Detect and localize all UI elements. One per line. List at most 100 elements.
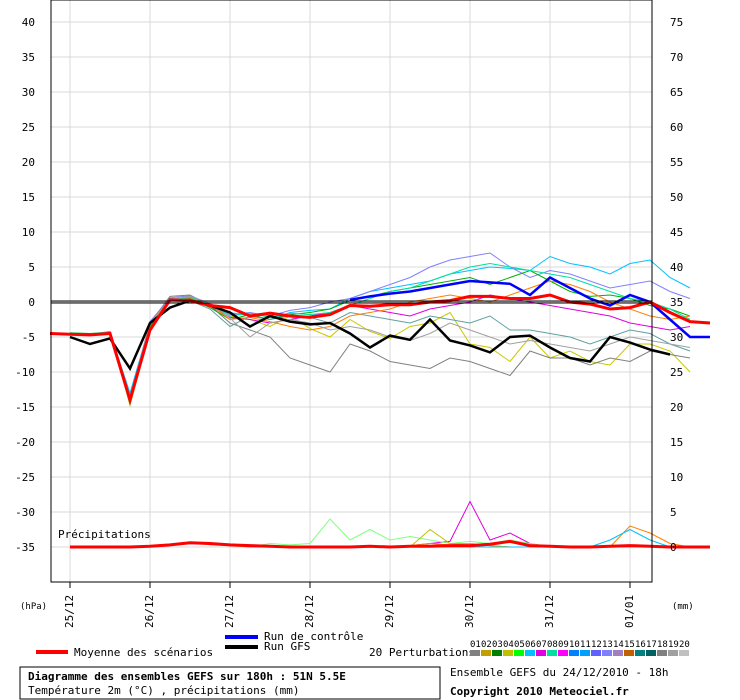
perturbation-key-id: 06 xyxy=(525,640,536,650)
perturbation-key-swatch xyxy=(569,650,579,656)
left-tick-label: -10 xyxy=(15,366,35,379)
perturbation-key-id: 01 xyxy=(470,640,481,650)
ensemble-mean-line xyxy=(49,293,711,406)
perturbation-key-swatch xyxy=(470,650,480,656)
ensemble-run-label: Ensemble GEFS du 24/12/2010 - 18h xyxy=(450,666,669,679)
perturbation-key-id: 14 xyxy=(613,640,624,650)
x-tick-label: 26/12 xyxy=(143,595,156,628)
perturbation-key-id: 02 xyxy=(481,640,492,650)
x-tick-label: 30/12 xyxy=(463,595,476,628)
perturbation-key-id: 19 xyxy=(668,640,679,650)
right-tick-label: 75 xyxy=(670,16,683,29)
perturbation-key-id: 13 xyxy=(602,640,613,650)
left-tick-label: 10 xyxy=(22,226,35,239)
left-tick-label: -20 xyxy=(15,436,35,449)
perturbation-color-keys: 01 02 03 04 05 06 07 08 09 10 11 12 13 14 15 16 17 18 19 20 xyxy=(470,640,690,656)
x-tick-label: 29/12 xyxy=(383,595,396,628)
left-tick-label: 5 xyxy=(28,261,35,274)
legend-perturbations-label: 20 Perturbations xyxy=(369,646,475,659)
perturbation-key-id: 11 xyxy=(580,640,591,650)
left-tick-label: -15 xyxy=(15,401,35,414)
left-tick-label: 25 xyxy=(22,121,35,134)
right-unit-label: (mm) xyxy=(672,602,694,612)
legend-control-label: Run de contrôle xyxy=(264,630,363,643)
left-unit-label: (hPa) xyxy=(20,602,47,612)
precip-perturbation-line xyxy=(70,500,690,548)
left-tick-label: 40 xyxy=(22,16,35,29)
left-tick-label: -5 xyxy=(22,331,35,344)
diagram-title: Diagramme des ensembles GEFS sur 180h : … xyxy=(28,670,346,683)
control-run-line xyxy=(349,275,710,339)
x-tick-label: 27/12 xyxy=(223,595,236,628)
right-tick-label: 15 xyxy=(670,436,683,449)
legend-mean-label: Moyenne des scénarios xyxy=(74,646,213,659)
perturbation-key-id: 18 xyxy=(657,640,668,650)
perturbation-key-id: 16 xyxy=(635,640,646,650)
left-tick-label: 35 xyxy=(22,51,35,64)
perturbation-key-swatch xyxy=(547,650,557,656)
gfs-run-line xyxy=(69,299,671,372)
perturbation-key-id: 17 xyxy=(646,640,657,650)
perturbation-key-swatch xyxy=(503,650,513,656)
left-tick-label: 0 xyxy=(28,296,35,309)
right-tick-label: 50 xyxy=(670,191,683,204)
perturbation-key-id: 07 xyxy=(536,640,547,650)
legend-gfs-label: Run GFS xyxy=(264,640,310,653)
right-tick-label: 70 xyxy=(670,51,683,64)
right-tick-label: 55 xyxy=(670,156,683,169)
perturbation-key-swatch xyxy=(602,650,612,656)
x-tick-label: 25/12 xyxy=(63,595,76,628)
left-tick-label: 30 xyxy=(22,86,35,99)
right-tick-label: 60 xyxy=(670,121,683,134)
perturbation-key-swatch xyxy=(481,650,491,656)
perturbation-key-id: 20 xyxy=(679,640,690,650)
left-tick-label: -35 xyxy=(15,541,35,554)
precip-mean-line xyxy=(70,539,710,549)
temp-perturbation-line xyxy=(69,252,691,402)
perturbation-key-swatch xyxy=(514,650,524,656)
perturbation-key-swatch xyxy=(591,650,601,656)
info-box xyxy=(19,666,441,700)
temp-perturbation-line xyxy=(69,255,691,395)
perturbation-key-id: 10 xyxy=(569,640,580,650)
right-tick-label: 30 xyxy=(670,331,683,344)
perturbation-key-swatch xyxy=(525,650,535,656)
temp-perturbation-line xyxy=(69,294,691,399)
right-tick-label: 25 xyxy=(670,366,683,379)
perturbation-key-id: 05 xyxy=(514,640,525,650)
right-tick-label: 0 xyxy=(670,541,677,554)
right-tick-label: 5 xyxy=(670,506,677,519)
right-tick-label: 35 xyxy=(670,296,683,309)
right-tick-label: 40 xyxy=(670,261,683,274)
precip-perturbation-line xyxy=(70,518,670,548)
series-layer xyxy=(49,252,711,549)
perturbation-key-id: 15 xyxy=(624,640,635,650)
x-tick-label: 31/12 xyxy=(543,595,556,628)
diagram-subtitle: Température 2m (°C) , précipitations (mm… xyxy=(28,684,300,697)
right-tick-label: 10 xyxy=(670,471,683,484)
perturbation-key-id: 09 xyxy=(558,640,569,650)
x-tick-label: 28/12 xyxy=(303,595,316,628)
perturbation-key-swatch xyxy=(635,650,645,656)
copyright-label: Copyright 2010 Meteociel.fr xyxy=(450,685,629,698)
perturbation-key-swatch xyxy=(558,650,568,656)
perturbation-key-id: 03 xyxy=(492,640,503,650)
right-tick-label: 20 xyxy=(670,401,683,414)
plot-frame xyxy=(50,0,653,583)
perturbation-key-swatch xyxy=(657,650,667,656)
perturbation-key-swatch xyxy=(613,650,623,656)
perturbation-key-swatch xyxy=(580,650,590,656)
perturbation-key-swatch xyxy=(646,650,656,656)
precipitation-label: Précipitations xyxy=(58,528,151,541)
perturbation-key-id: 04 xyxy=(503,640,514,650)
perturbation-key-swatch xyxy=(492,650,502,656)
right-tick-label: 45 xyxy=(670,226,683,239)
perturbation-key-swatch xyxy=(624,650,634,656)
left-tick-label: -30 xyxy=(15,506,35,519)
precip-perturbation-line xyxy=(70,525,691,548)
grid xyxy=(51,0,652,582)
perturbation-key-id: 08 xyxy=(547,640,558,650)
perturbation-key-swatch xyxy=(536,650,546,656)
